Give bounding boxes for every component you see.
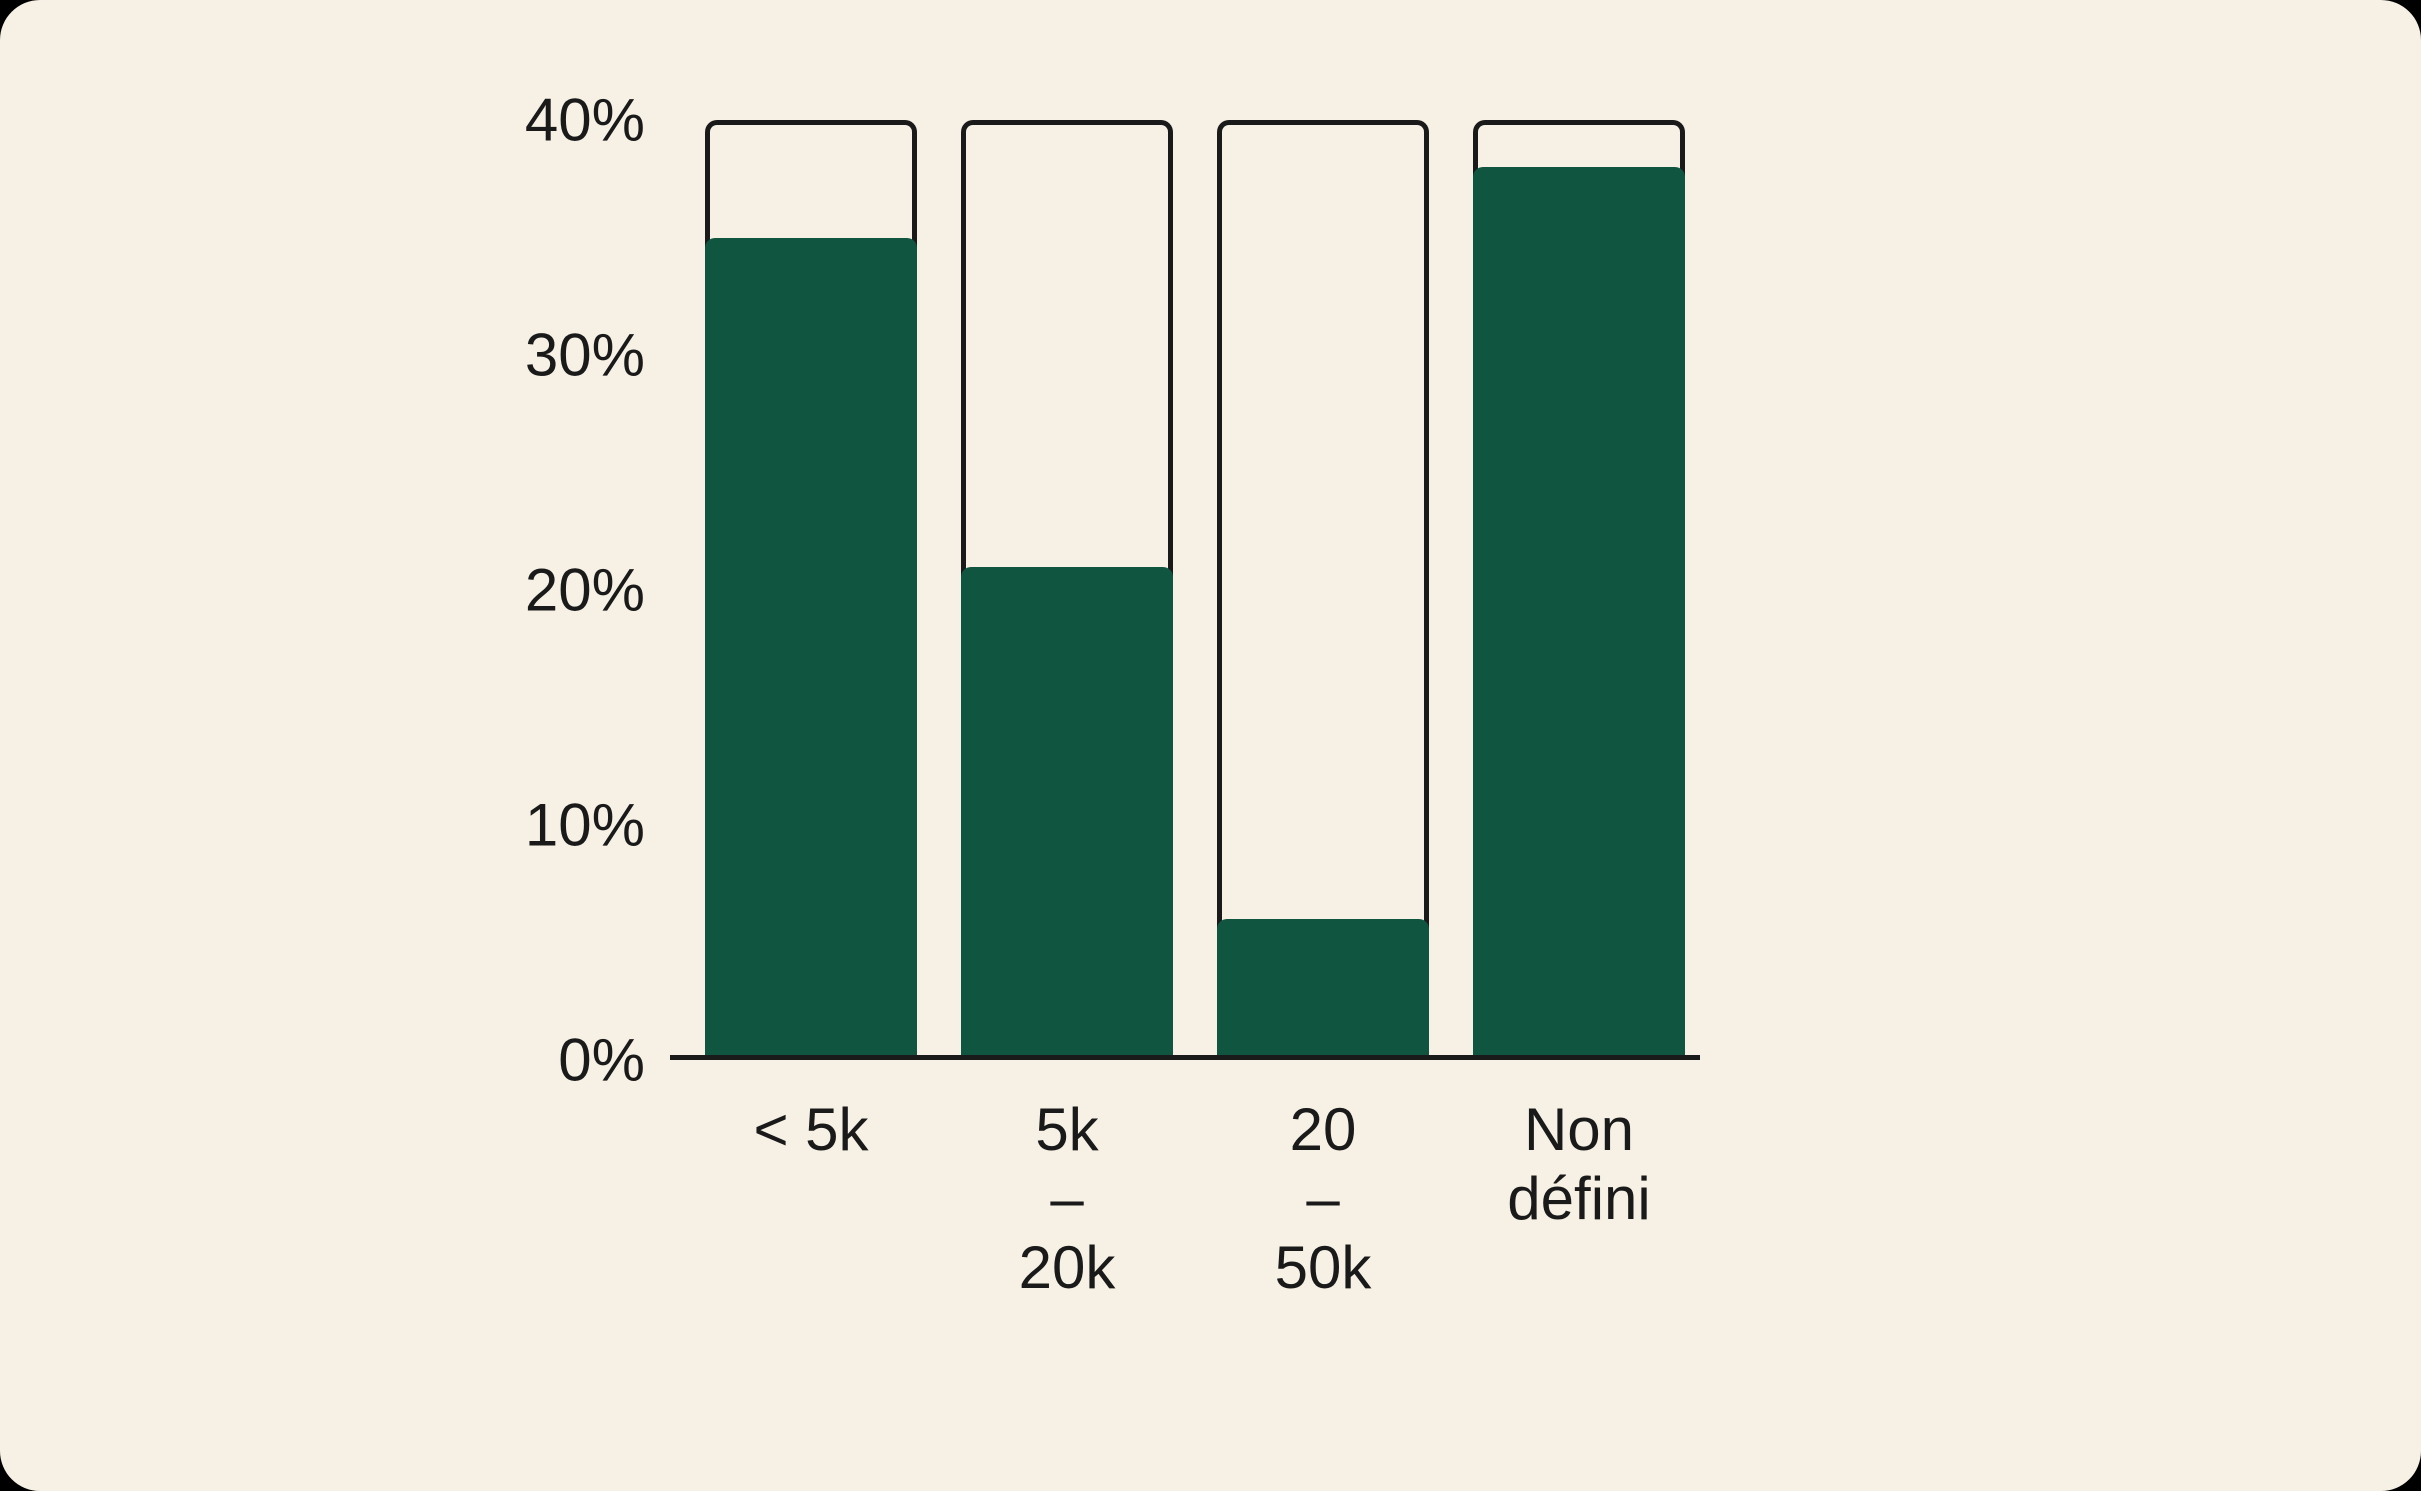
y-tick-label: 0% (558, 1026, 645, 1095)
bar-fill (1217, 919, 1429, 1060)
x-tick-label: Non défini (1473, 1095, 1685, 1302)
x-axis-labels: < 5k 5k – 20k 20 – 50k Non défini (705, 1095, 1685, 1302)
bar (1217, 120, 1429, 1060)
y-tick-label: 30% (525, 321, 645, 390)
x-tick-label: 5k – 20k (961, 1095, 1173, 1302)
bar (705, 120, 917, 1060)
x-axis-line (670, 1055, 1700, 1060)
y-axis: 40% 30% 20% 10% 0% (500, 120, 675, 1060)
y-tick-label: 10% (525, 791, 645, 860)
y-tick-label: 40% (525, 86, 645, 155)
bars-container (705, 120, 1685, 1060)
bar (1473, 120, 1685, 1060)
bar-fill (705, 238, 917, 1061)
bar-fill (961, 567, 1173, 1061)
bar (961, 120, 1173, 1060)
bar-chart: 40% 30% 20% 10% 0% (500, 120, 1700, 1360)
chart-card: 40% 30% 20% 10% 0% (0, 0, 2421, 1491)
y-tick-label: 20% (525, 556, 645, 625)
x-tick-label: 20 – 50k (1217, 1095, 1429, 1302)
x-tick-label: < 5k (705, 1095, 917, 1302)
bar-fill (1473, 167, 1685, 1060)
